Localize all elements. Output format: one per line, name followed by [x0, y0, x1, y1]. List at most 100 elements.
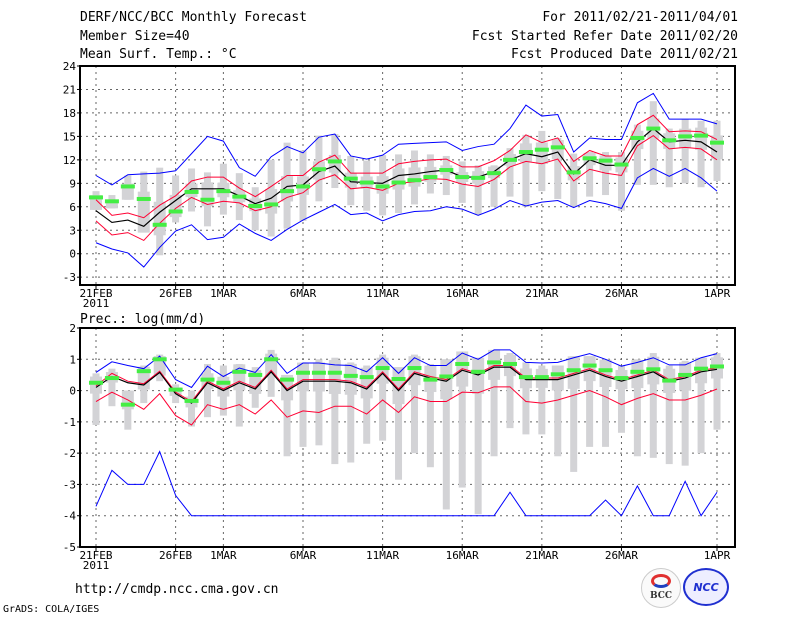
- ensemble-box: [535, 142, 548, 164]
- ensemble-range-bar: [235, 363, 243, 427]
- observed-mark: [264, 202, 279, 207]
- observed-mark: [662, 138, 677, 143]
- ensemble-box: [328, 154, 341, 173]
- observed-mark: [662, 378, 677, 383]
- ncc-logo: NCC: [683, 568, 729, 606]
- ensemble-range-bar: [506, 148, 514, 197]
- x-tick-label: 16MAR: [446, 287, 479, 300]
- ensemble-min-line: [95, 450, 718, 517]
- observed-mark: [168, 209, 183, 214]
- x-tick-label: 21FEB: [79, 549, 112, 562]
- observed-mark: [550, 145, 565, 150]
- ensemble-range-bar: [570, 356, 578, 472]
- y-tick-label: 2: [69, 322, 76, 335]
- observed-mark: [455, 175, 470, 180]
- ensemble-mean-line: [95, 366, 718, 404]
- spread-upper-line: [95, 114, 718, 219]
- ensemble-range-bar: [203, 363, 211, 418]
- observed-mark: [487, 171, 502, 176]
- website-link[interactable]: http://cmdp.ncc.cma.gov.cn: [75, 582, 279, 597]
- ncc-logo-text: NCC: [693, 581, 719, 594]
- x-tick-label: 6MAR: [290, 287, 317, 300]
- observed-mark: [439, 374, 454, 379]
- observed-mark: [216, 189, 231, 194]
- ensemble-range-bar: [299, 362, 307, 447]
- observed-mark: [152, 357, 167, 362]
- x-tick-label: 1APR: [704, 287, 731, 300]
- ensemble-range-bar: [665, 128, 673, 188]
- y-tick-label: 18: [63, 107, 76, 120]
- observed-mark: [200, 377, 215, 382]
- bcc-logo-text: BCC: [649, 591, 673, 601]
- ensemble-range-bar: [617, 152, 625, 211]
- ensemble-range-bar: [554, 137, 562, 199]
- ensemble-range-bar: [426, 363, 434, 468]
- ensemble-min-line: [95, 167, 718, 268]
- ensemble-box: [408, 356, 421, 386]
- ensemble-range-bar: [315, 359, 323, 446]
- forecast-start-date: Fcst Started Refer Date 2011/02/20: [471, 29, 738, 44]
- observed-mark: [136, 196, 151, 201]
- observed-mark: [710, 364, 724, 369]
- ensemble-mean-line: [95, 127, 718, 228]
- observed-mark: [104, 376, 119, 381]
- observed-mark: [248, 204, 263, 209]
- y-tick-label: 9: [69, 177, 76, 190]
- observed-mark: [534, 147, 549, 152]
- ensemble-range-bar: [649, 353, 657, 458]
- x-tick-year: 2011: [83, 297, 110, 310]
- x-tick-label: 1MAR: [210, 287, 237, 300]
- y-tick-label: -4: [63, 510, 77, 523]
- ensemble-range-bar: [554, 365, 562, 457]
- y-tick-label: -5: [63, 541, 76, 554]
- ensemble-box: [472, 357, 485, 394]
- ensemble-box: [599, 359, 612, 388]
- observed-mark: [375, 184, 390, 189]
- ensemble-box: [488, 349, 501, 380]
- plot-frame: [79, 65, 736, 286]
- ensemble-box: [344, 363, 357, 395]
- y-tick-label: 21: [63, 83, 76, 96]
- observed-mark: [296, 184, 310, 189]
- ensemble-range-bar: [697, 120, 705, 188]
- forecast-period: For 2011/02/21-2011/04/01: [542, 10, 738, 25]
- ensemble-range-bar: [649, 101, 657, 185]
- forecast-produced-date: Fcst Produced Date 2011/02/21: [511, 47, 738, 62]
- x-tick-label: 1APR: [704, 549, 731, 562]
- ensemble-range-bar: [681, 119, 689, 184]
- x-tick-label: 26MAR: [605, 549, 638, 562]
- top-variable-label: Mean Surf. Temp.: °C: [80, 47, 237, 62]
- ensemble-range-bar: [379, 354, 387, 441]
- spread-lower-line: [95, 386, 718, 426]
- observed-mark: [296, 370, 310, 375]
- ensemble-range-bar: [363, 365, 371, 444]
- observed-mark: [311, 370, 326, 375]
- observed-mark: [518, 375, 533, 380]
- ensemble-range-bar: [713, 353, 721, 430]
- ensemble-range-bar: [522, 362, 530, 435]
- ensemble-box: [551, 140, 564, 160]
- observed-mark: [120, 402, 135, 407]
- ensemble-range-bar: [474, 357, 482, 515]
- ensemble-range-bar: [602, 359, 610, 447]
- y-tick-label: 0: [69, 385, 76, 398]
- observed-mark: [566, 170, 581, 175]
- ensemble-box: [408, 167, 421, 187]
- x-tick-label: 6MAR: [290, 549, 317, 562]
- y-tick-label: 3: [69, 224, 76, 237]
- ensemble-range-bar: [681, 360, 689, 466]
- spread-upper-line: [95, 365, 718, 403]
- ensemble-range-bar: [490, 349, 498, 457]
- observed-mark: [375, 366, 390, 371]
- observed-mark: [614, 162, 629, 167]
- observed-mark: [200, 197, 215, 202]
- x-tick-label: 21FEB: [79, 287, 112, 300]
- y-tick-label: -3: [63, 478, 76, 491]
- ensemble-range-bar: [458, 161, 466, 203]
- observed-mark: [503, 361, 517, 366]
- ensemble-range-bar: [633, 359, 641, 457]
- ensemble-range-bar: [586, 356, 594, 447]
- ensemble-box: [137, 191, 150, 233]
- y-tick-label: -2: [63, 447, 76, 460]
